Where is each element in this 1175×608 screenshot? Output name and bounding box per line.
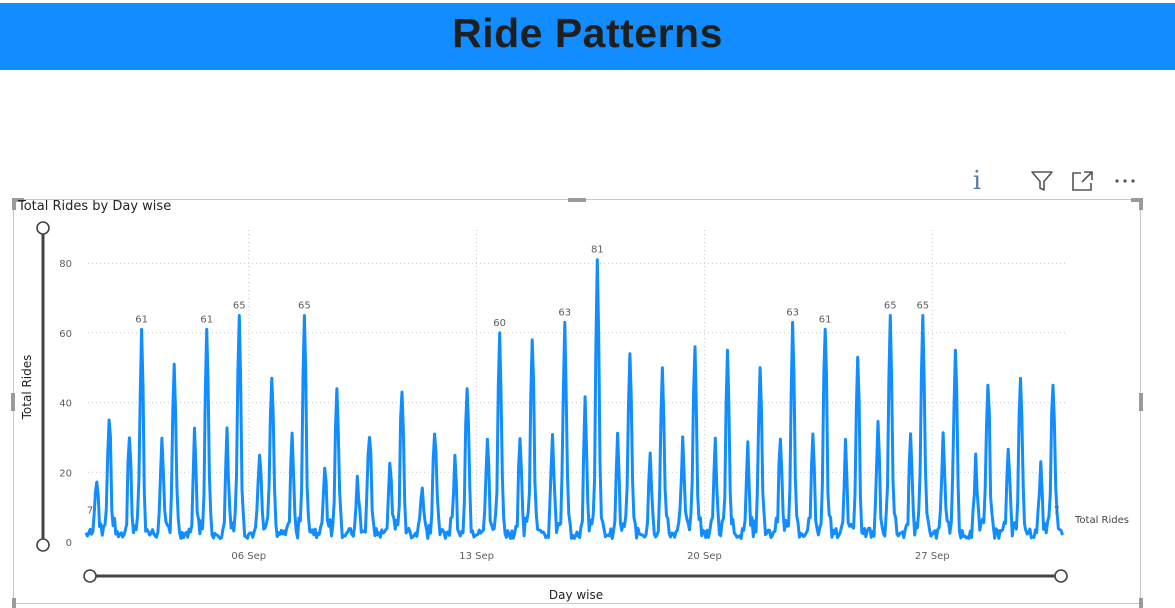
resize-handle-bottom-left[interactable] <box>12 598 16 608</box>
filter-button[interactable] <box>1027 166 1057 196</box>
header-top-border <box>0 0 1175 3</box>
more-options-icon <box>1115 179 1135 183</box>
visual-toolbar: i <box>960 166 1150 196</box>
more-options-button[interactable] <box>1110 166 1140 196</box>
report-header: Ride Patterns <box>0 0 1175 70</box>
visual-title: Total Rides by Day wise <box>18 199 172 214</box>
resize-handle-top-right-v[interactable] <box>1139 198 1143 210</box>
resize-handle-right[interactable] <box>1139 393 1143 411</box>
info-button[interactable]: i <box>962 166 992 196</box>
resize-handle-top-right[interactable] <box>1131 198 1143 202</box>
resize-handle-top-left-v[interactable] <box>12 198 16 210</box>
resize-handle-bottom-right[interactable] <box>1139 598 1143 608</box>
page-title: Ride Patterns <box>452 10 723 56</box>
resize-handle-left[interactable] <box>11 393 15 411</box>
info-icon: i <box>972 166 982 196</box>
filter-icon <box>1031 171 1053 191</box>
resize-handle-top-left[interactable] <box>12 198 24 202</box>
focus-mode-button[interactable] <box>1068 166 1098 196</box>
resize-handle-top[interactable] <box>568 198 586 202</box>
chart-visual-container[interactable] <box>13 199 1141 604</box>
focus-mode-icon <box>1072 171 1093 191</box>
